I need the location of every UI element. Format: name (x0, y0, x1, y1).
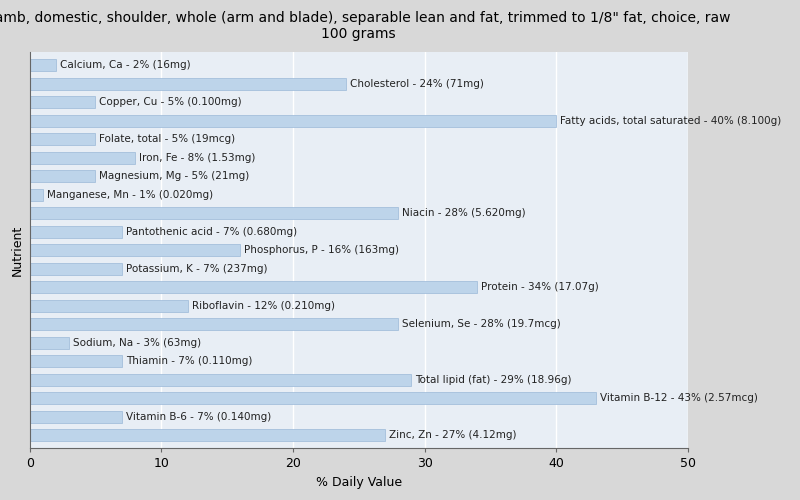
Bar (30, 356, 122, 368)
Text: Vitamin B-12 - 43% (2.57mcg): Vitamin B-12 - 43% (2.57mcg) (600, 394, 758, 404)
Text: Total lipid (fat) - 29% (18.96g): Total lipid (fat) - 29% (18.96g) (415, 375, 572, 385)
Text: Iron, Fe - 8% (1.53mg): Iron, Fe - 8% (1.53mg) (139, 152, 255, 162)
Text: Pantothenic acid - 7% (0.680mg): Pantothenic acid - 7% (0.680mg) (126, 226, 297, 236)
Text: Selenium, Se - 28% (19.7mcg): Selenium, Se - 28% (19.7mcg) (402, 320, 561, 330)
Bar (30, 152, 135, 164)
X-axis label: % Daily Value: % Daily Value (316, 476, 402, 489)
Bar (30, 188, 43, 200)
Bar (30, 170, 95, 182)
Bar (30, 96, 95, 108)
Text: Fatty acids, total saturated - 40% (8.100g): Fatty acids, total saturated - 40% (8.10… (560, 116, 782, 126)
Text: Magnesium, Mg - 5% (21mg): Magnesium, Mg - 5% (21mg) (99, 171, 250, 181)
Bar (30, 244, 240, 256)
Text: Potassium, K - 7% (237mg): Potassium, K - 7% (237mg) (126, 264, 267, 274)
Text: Manganese, Mn - 1% (0.020mg): Manganese, Mn - 1% (0.020mg) (46, 190, 213, 200)
Bar (30, 114, 556, 126)
Y-axis label: Nutrient: Nutrient (11, 224, 24, 276)
Bar (30, 59, 56, 71)
Bar (30, 133, 95, 145)
Text: Thiamin - 7% (0.110mg): Thiamin - 7% (0.110mg) (126, 356, 252, 366)
Bar (30, 337, 69, 349)
Text: Calcium, Ca - 2% (16mg): Calcium, Ca - 2% (16mg) (60, 60, 190, 70)
Bar (30, 411, 122, 423)
Bar (30, 207, 398, 219)
Text: Cholesterol - 24% (71mg): Cholesterol - 24% (71mg) (350, 78, 483, 88)
Title: Lamb, domestic, shoulder, whole (arm and blade), separable lean and fat, trimmed: Lamb, domestic, shoulder, whole (arm and… (0, 11, 730, 42)
Text: Vitamin B-6 - 7% (0.140mg): Vitamin B-6 - 7% (0.140mg) (126, 412, 271, 422)
Text: Copper, Cu - 5% (0.100mg): Copper, Cu - 5% (0.100mg) (99, 97, 242, 107)
Bar (30, 78, 346, 90)
Text: Riboflavin - 12% (0.210mg): Riboflavin - 12% (0.210mg) (191, 301, 334, 311)
Bar (30, 282, 478, 294)
Bar (30, 262, 122, 275)
Text: Sodium, Na - 3% (63mg): Sodium, Na - 3% (63mg) (73, 338, 202, 348)
Bar (30, 226, 122, 238)
Text: Niacin - 28% (5.620mg): Niacin - 28% (5.620mg) (402, 208, 526, 218)
Bar (30, 300, 188, 312)
Text: Phosphorus, P - 16% (163mg): Phosphorus, P - 16% (163mg) (244, 246, 399, 256)
Bar (30, 374, 411, 386)
Bar (30, 318, 398, 330)
Text: Zinc, Zn - 27% (4.12mg): Zinc, Zn - 27% (4.12mg) (389, 430, 517, 440)
Text: Folate, total - 5% (19mcg): Folate, total - 5% (19mcg) (99, 134, 235, 144)
Bar (30, 430, 385, 442)
Bar (30, 392, 596, 404)
Text: Protein - 34% (17.07g): Protein - 34% (17.07g) (482, 282, 599, 292)
